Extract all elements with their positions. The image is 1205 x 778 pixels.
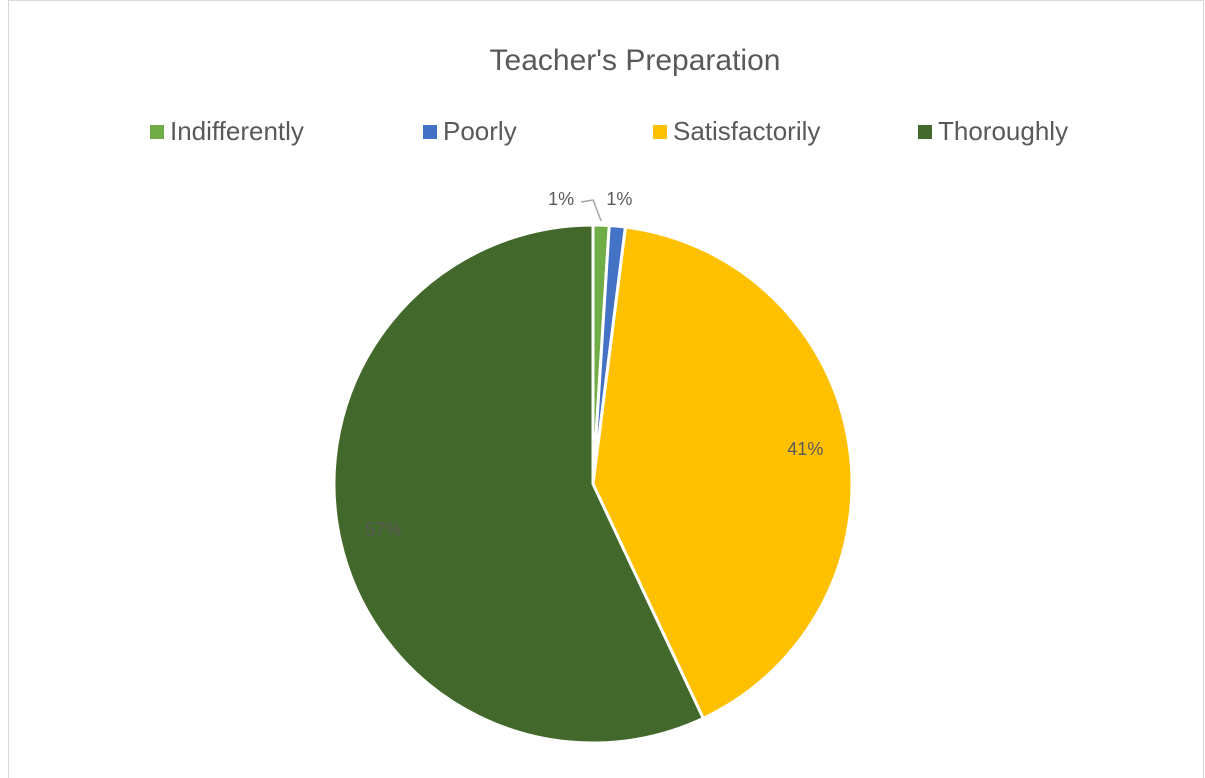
legend-swatch	[918, 125, 932, 139]
pie-slice	[591, 225, 854, 721]
legend-label: Indifferently	[170, 116, 304, 146]
legend-swatch	[150, 125, 164, 139]
data-label: 1%	[606, 189, 632, 209]
leader-line	[581, 199, 602, 222]
legend-swatch	[423, 125, 437, 139]
legend-label: Satisfactorily	[673, 116, 820, 146]
legend-label: Thoroughly	[938, 116, 1068, 146]
pie-slice	[332, 223, 706, 745]
legend-swatch	[653, 125, 667, 139]
chart-title: Teacher's Preparation	[490, 44, 781, 77]
data-label: 1%	[548, 189, 574, 209]
data-label: 57%	[365, 520, 401, 540]
data-label: 41%	[787, 439, 823, 459]
legend-label: Poorly	[443, 116, 517, 146]
